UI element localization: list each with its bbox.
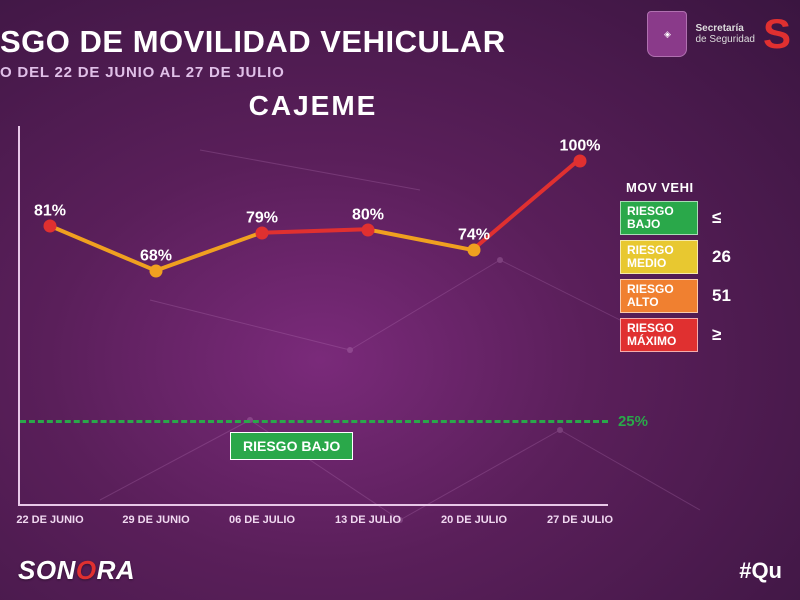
legend-risk-badge: RIESGOBAJO	[620, 201, 698, 235]
data-point	[362, 223, 375, 236]
chart-plot-area: 25%RIESGO BAJO81%22 DE JUNIO68%29 DE JUN…	[18, 126, 608, 506]
secretaria-label: Secretaría de Seguridad	[695, 23, 755, 46]
data-point-label: 100%	[560, 137, 601, 155]
risk-legend: MOV VEHI RIESGOBAJO≤RIESGOMEDIO26RIESGOA…	[620, 180, 800, 357]
legend-row: RIESGOBAJO≤	[620, 201, 800, 235]
chart-container: CAJEME 25%RIESGO BAJO81%22 DE JUNIO68%29…	[18, 90, 608, 520]
data-point-label: 68%	[140, 248, 172, 266]
data-point	[256, 227, 269, 240]
main-title: SGO DE MOVILIDAD VEHICULAR	[0, 24, 506, 60]
x-axis-label: 27 DE JULIO	[547, 514, 613, 526]
x-axis-label: 13 DE JULIO	[335, 514, 401, 526]
x-axis-label: 06 DE JULIO	[229, 514, 295, 526]
legend-value: 51	[698, 279, 800, 313]
data-point-label: 79%	[246, 210, 278, 228]
legend-header: MOV VEHI	[620, 180, 800, 195]
data-point	[44, 220, 57, 233]
data-point-label: 81%	[34, 203, 66, 221]
data-point	[150, 265, 163, 278]
legend-value: ≥	[698, 318, 800, 352]
riesgo-bajo-badge: RIESGO BAJO	[230, 432, 353, 460]
threshold-line: 25%	[20, 420, 608, 423]
legend-risk-badge: RIESGOALTO	[620, 279, 698, 313]
legend-row: RIESGOMÁXIMO≥	[620, 318, 800, 352]
s-logo: S	[763, 10, 790, 58]
data-point-label: 74%	[458, 227, 490, 245]
legend-value: ≤	[698, 201, 800, 235]
data-point	[574, 154, 587, 167]
x-axis-label: 20 DE JULIO	[441, 514, 507, 526]
threshold-label: 25%	[618, 413, 648, 430]
x-axis-label: 29 DE JUNIO	[122, 514, 189, 526]
city-title: CAJEME	[18, 90, 608, 122]
legend-value: 26	[698, 240, 800, 274]
sonora-logo: SONORA	[18, 555, 135, 586]
shield-icon: ◈	[647, 11, 687, 57]
data-point-label: 80%	[352, 206, 384, 224]
footer: SONORA #Qu	[0, 555, 800, 586]
hashtag-text: #Qu	[739, 558, 782, 584]
header: SGO DE MOVILIDAD VEHICULAR O DEL 22 DE J…	[0, 24, 506, 81]
legend-row: RIESGOMEDIO26	[620, 240, 800, 274]
legend-row: RIESGOALTO51	[620, 279, 800, 313]
data-point	[468, 244, 481, 257]
date-range-subtitle: O DEL 22 DE JUNIO AL 27 DE JULIO	[0, 64, 506, 81]
x-axis-label: 22 DE JUNIO	[16, 514, 83, 526]
legend-risk-badge: RIESGOMÁXIMO	[620, 318, 698, 352]
legend-risk-badge: RIESGOMEDIO	[620, 240, 698, 274]
top-logos: ◈ Secretaría de Seguridad S	[647, 10, 790, 58]
